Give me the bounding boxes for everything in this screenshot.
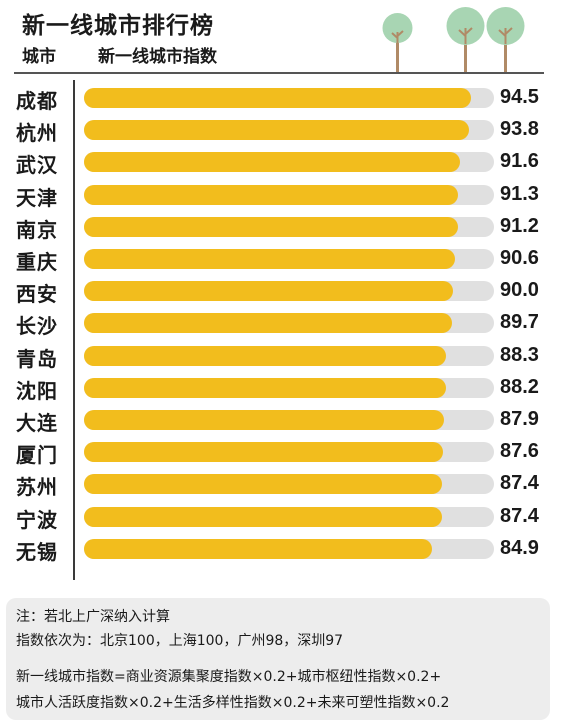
formula-line-2: 城市人活跃度指数×0.2+生活多样性指数×0.2+未来可塑性指数×0.2	[16, 695, 450, 711]
category-axis-line	[73, 80, 75, 580]
bar-track	[84, 442, 494, 463]
city-label: 天津	[16, 185, 58, 210]
bar	[84, 474, 443, 495]
column-header-city: 城市	[22, 47, 56, 67]
bar-row: 天津 91.3	[0, 179, 562, 211]
city-label: 厦门	[16, 443, 58, 468]
bar-track	[84, 216, 494, 237]
bar	[84, 410, 445, 430]
city-label: 苏州	[16, 475, 58, 500]
bar-track	[84, 184, 494, 205]
city-label: 南京	[16, 217, 58, 242]
bar	[84, 88, 472, 108]
header-divider	[14, 72, 544, 74]
city-label: 青岛	[16, 346, 58, 371]
bar-track	[84, 377, 494, 398]
value-label: 87.6	[500, 440, 539, 463]
bar	[84, 216, 458, 237]
bar	[84, 120, 469, 141]
bar	[84, 377, 446, 398]
city-label: 宁波	[16, 507, 58, 532]
bar-row: 长沙 89.7	[0, 307, 562, 339]
footnote-line-2: 指数依次为：北京100，上海100，广州98，深圳97	[16, 633, 344, 649]
bar-row: 苏州 87.4	[0, 468, 562, 500]
city-label: 长沙	[16, 314, 58, 339]
bar-row: 杭州 93.8	[0, 114, 562, 146]
bar-chart: 成都 94.5 杭州 93.8 武汉 91.6 天津 91.3 南京 91.2 重庆 90.6 西安 90…	[0, 80, 562, 580]
value-label: 90.6	[500, 247, 539, 269]
bar-track	[84, 345, 494, 366]
footnote-line-1: 注：若北上广深纳入计算	[16, 609, 170, 625]
bar-row: 南京 91.2	[0, 211, 562, 243]
value-label: 87.4	[500, 504, 539, 527]
footnote-panel: 注：若北上广深纳入计算 指数依次为：北京100，上海100，广州98，深圳97 …	[6, 598, 550, 720]
value-label: 88.3	[500, 343, 539, 366]
tree-decoration	[382, 7, 525, 72]
bar-track	[84, 281, 494, 302]
bar-track	[84, 249, 494, 269]
bar-row: 宁波 87.4	[0, 501, 562, 533]
tree-icon	[382, 13, 413, 72]
city-label: 无锡	[16, 539, 58, 564]
bar-track	[84, 152, 494, 173]
bar-track	[84, 313, 494, 334]
bar-row: 无锡 84.9	[0, 533, 562, 565]
city-label: 沈阳	[16, 378, 58, 403]
bar-track	[84, 410, 494, 430]
bar	[84, 313, 452, 334]
bar	[84, 184, 459, 205]
formula-line-1: 新一线城市指数=商业资源集聚度指数×0.2+城市枢纽性指数×0.2+	[16, 669, 442, 685]
bar-row: 成都 94.5	[0, 82, 562, 114]
bar-row: 青岛 88.3	[0, 340, 562, 372]
bar-track	[84, 120, 494, 141]
chart-title: 新一线城市排行榜	[22, 13, 214, 39]
value-label: 91.6	[500, 150, 539, 173]
value-label: 88.2	[500, 375, 539, 398]
city-label: 重庆	[16, 250, 58, 274]
bar-track	[84, 474, 494, 495]
city-label: 成都	[16, 89, 58, 113]
value-label: 84.9	[500, 536, 539, 559]
bar	[84, 249, 456, 269]
bar-row: 重庆 90.6	[0, 243, 562, 275]
city-label: 大连	[16, 411, 58, 435]
tree-icon	[446, 7, 485, 72]
bar	[84, 538, 433, 559]
value-label: 91.3	[500, 182, 539, 205]
bar-row: 大连 87.9	[0, 404, 562, 436]
value-label: 90.0	[500, 279, 539, 302]
bar-row: 武汉 91.6	[0, 146, 562, 178]
bar-row: 厦门 87.6	[0, 436, 562, 468]
city-label: 西安	[16, 282, 58, 307]
bar-row: 西安 90.0	[0, 275, 562, 307]
bar	[84, 152, 460, 173]
bar-track	[84, 88, 494, 108]
column-header-index: 新一线城市指数	[98, 47, 217, 67]
value-label: 87.4	[500, 472, 539, 495]
value-label: 89.7	[500, 311, 539, 334]
value-label: 91.2	[500, 214, 539, 237]
value-label: 87.9	[500, 408, 539, 430]
bar-track	[84, 506, 494, 527]
value-label: 94.5	[500, 86, 539, 108]
city-label: 武汉	[16, 153, 58, 178]
bar-track	[84, 538, 494, 559]
value-label: 93.8	[500, 118, 539, 141]
city-label: 杭州	[16, 121, 58, 146]
bar-row: 沈阳 88.2	[0, 372, 562, 404]
bar	[84, 281, 453, 302]
bar	[84, 345, 447, 366]
bar	[84, 506, 443, 527]
bar	[84, 442, 444, 463]
tree-icon	[486, 7, 525, 72]
